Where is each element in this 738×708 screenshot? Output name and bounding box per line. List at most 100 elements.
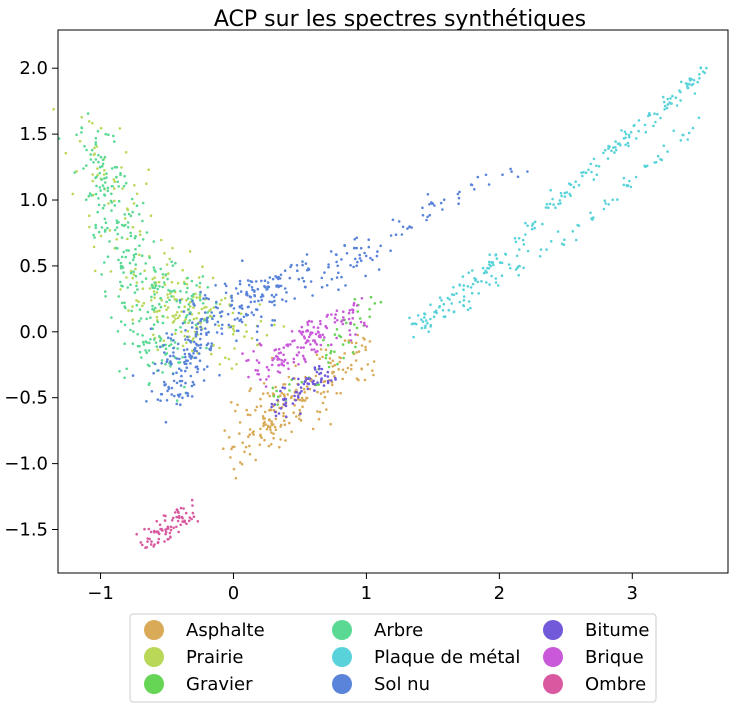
data-point-sol-nu (249, 280, 252, 283)
data-point-plaque-de-m-tal (442, 302, 446, 306)
x-axis: −1 0 1 2 3 (87, 573, 638, 604)
data-point-prairie (131, 318, 134, 322)
data-point-prairie (152, 290, 156, 293)
data-point-asphalte (272, 432, 275, 436)
data-point-ombre (169, 525, 173, 529)
data-point-sol-nu (178, 367, 181, 371)
data-point-sol-nu (241, 259, 244, 263)
data-point-asphalte (229, 456, 232, 459)
data-point-sol-nu (202, 368, 206, 371)
data-point-prairie (168, 257, 171, 261)
data-point-sol-nu (179, 384, 183, 387)
data-point-asphalte (238, 421, 242, 424)
data-point-ombre (150, 540, 153, 543)
data-point-sol-nu (270, 323, 274, 327)
data-point-arbre (199, 298, 202, 302)
data-point-asphalte (245, 408, 248, 412)
data-point-sol-nu (187, 352, 191, 356)
data-point-prairie (194, 292, 197, 296)
data-point-asphalte (249, 413, 252, 417)
data-point-brique (276, 358, 279, 361)
data-point-arbre (169, 365, 172, 368)
data-point-sol-nu (340, 275, 343, 279)
data-point-arbre (75, 133, 78, 137)
data-point-plaque-de-m-tal (666, 150, 669, 153)
data-point-brique (272, 357, 276, 360)
data-point-gravier (276, 403, 280, 406)
data-point-sol-nu (254, 280, 258, 283)
data-point-arbre (103, 261, 106, 264)
data-point-sol-nu (320, 276, 324, 280)
data-point-sol-nu (199, 319, 202, 323)
data-point-prairie (92, 245, 96, 249)
data-point-sol-nu (181, 396, 184, 400)
data-point-sol-nu (274, 275, 277, 278)
data-point-prairie (126, 207, 129, 210)
data-point-prairie (183, 334, 187, 338)
data-point-plaque-de-m-tal (592, 216, 595, 219)
data-point-plaque-de-m-tal (476, 280, 480, 284)
data-point-arbre (136, 333, 139, 336)
data-point-plaque-de-m-tal (480, 280, 483, 283)
data-point-sol-nu (235, 339, 238, 343)
data-point-bitume (329, 379, 333, 382)
data-point-arbre (96, 129, 100, 133)
data-point-prairie (156, 348, 160, 352)
data-point-arbre (205, 346, 208, 350)
data-point-sol-nu (352, 265, 355, 269)
data-point-ombre (187, 519, 191, 523)
data-point-arbre (184, 316, 188, 319)
data-point-asphalte (366, 363, 370, 366)
data-point-asphalte (357, 350, 361, 353)
data-point-asphalte (251, 431, 254, 434)
data-point-plaque-de-m-tal (515, 254, 519, 258)
data-point-arbre (159, 305, 163, 309)
data-point-arbre (168, 344, 171, 348)
data-point-arbre (137, 213, 141, 216)
data-point-brique (259, 378, 262, 381)
data-point-bitume (304, 377, 308, 380)
data-point-arbre (164, 362, 167, 366)
data-point-arbre (82, 167, 85, 170)
data-point-bitume (298, 391, 302, 395)
data-point-plaque-de-m-tal (577, 183, 581, 187)
data-point-plaque-de-m-tal (687, 82, 691, 86)
data-point-brique (352, 303, 356, 307)
data-point-arbre (101, 206, 105, 210)
data-point-arbre (187, 303, 191, 306)
data-point-arbre (129, 271, 133, 275)
data-point-bitume (293, 394, 296, 398)
data-point-sol-nu (273, 303, 276, 307)
data-point-asphalte (278, 445, 281, 449)
data-point-arbre (198, 281, 202, 285)
data-point-ombre (153, 531, 156, 534)
data-point-arbre (168, 298, 171, 302)
data-point-arbre (120, 284, 123, 288)
data-point-prairie (180, 310, 183, 313)
data-point-arbre (103, 177, 106, 180)
data-point-brique (330, 343, 333, 347)
data-point-prairie (151, 277, 154, 281)
data-point-sol-nu (172, 354, 175, 358)
legend-label: Arbre (374, 620, 423, 641)
data-point-prairie (131, 305, 134, 308)
data-point-ombre (162, 514, 166, 517)
data-point-sol-nu (274, 293, 278, 297)
data-point-prairie (132, 273, 136, 276)
data-point-asphalte (282, 414, 285, 418)
y-tick-label: −0.5 (4, 388, 48, 409)
data-point-ombre (175, 508, 179, 511)
data-point-arbre (161, 285, 164, 289)
data-point-plaque-de-m-tal (629, 130, 633, 134)
data-point-arbre (94, 137, 98, 140)
data-point-gravier (368, 315, 372, 319)
data-point-sol-nu (199, 343, 203, 347)
data-point-sol-nu (166, 336, 170, 340)
data-point-asphalte (234, 409, 237, 413)
data-point-plaque-de-m-tal (490, 274, 493, 278)
data-point-sol-nu (501, 173, 504, 176)
data-point-sol-nu (189, 339, 192, 343)
data-point-plaque-de-m-tal (679, 99, 682, 102)
data-point-arbre (110, 316, 113, 319)
data-point-brique (254, 368, 257, 372)
